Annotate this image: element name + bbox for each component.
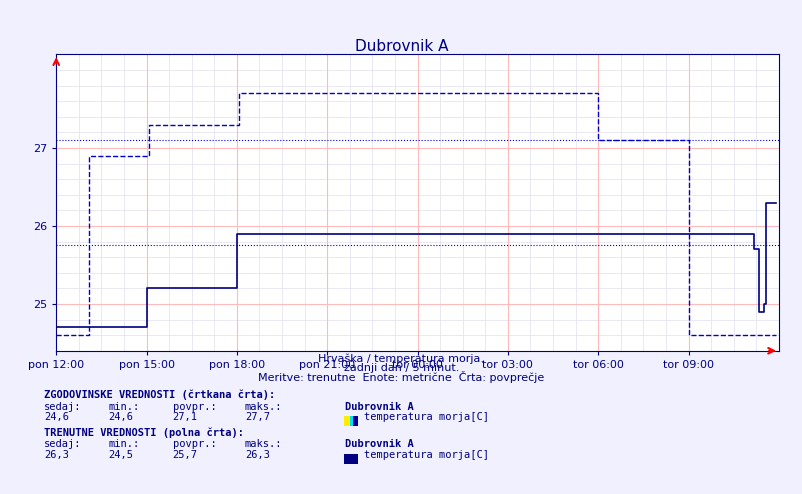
Text: Hrvaška / temperatura morja.: Hrvaška / temperatura morja. — [318, 353, 484, 364]
Text: 24,5: 24,5 — [108, 450, 133, 460]
Text: Dubrovnik A: Dubrovnik A — [345, 439, 414, 449]
Text: povpr.:: povpr.: — [172, 439, 216, 449]
Text: sedaj:: sedaj: — [44, 439, 82, 449]
Text: 24,6: 24,6 — [44, 412, 69, 422]
Text: min.:: min.: — [108, 439, 140, 449]
Text: 27,7: 27,7 — [245, 412, 269, 422]
Text: maks.:: maks.: — [245, 439, 282, 449]
Text: Dubrovnik A: Dubrovnik A — [345, 402, 414, 412]
Text: sedaj:: sedaj: — [44, 402, 82, 412]
Text: ZGODOVINSKE VREDNOSTI (črtkana črta):: ZGODOVINSKE VREDNOSTI (črtkana črta): — [44, 389, 275, 400]
Text: min.:: min.: — [108, 402, 140, 412]
Text: temperatura morja[C]: temperatura morja[C] — [363, 412, 488, 422]
Text: 26,3: 26,3 — [245, 450, 269, 460]
Text: Meritve: trenutne  Enote: metrične  Črta: povprečje: Meritve: trenutne Enote: metrične Črta: … — [258, 371, 544, 383]
Text: 24,6: 24,6 — [108, 412, 133, 422]
Text: povpr.:: povpr.: — [172, 402, 216, 412]
Text: zadnji dan / 5 minut.: zadnji dan / 5 minut. — [343, 364, 459, 373]
Text: 26,3: 26,3 — [44, 450, 69, 460]
Text: 27,1: 27,1 — [172, 412, 197, 422]
Text: Dubrovnik A: Dubrovnik A — [354, 39, 448, 53]
Text: temperatura morja[C]: temperatura morja[C] — [363, 450, 488, 460]
Text: 25,7: 25,7 — [172, 450, 197, 460]
Text: maks.:: maks.: — [245, 402, 282, 412]
Text: TRENUTNE VREDNOSTI (polna črta):: TRENUTNE VREDNOSTI (polna črta): — [44, 427, 244, 438]
